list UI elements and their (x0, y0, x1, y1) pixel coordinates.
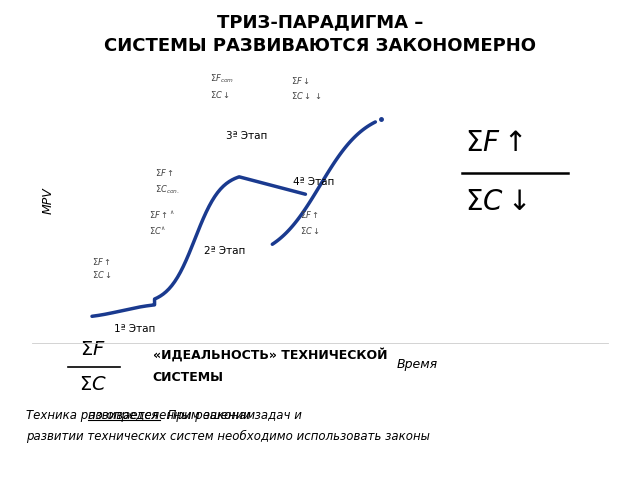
Text: СИСТЕМЫ РАЗВИВАЮТСЯ ЗАКОНОМЕРНО: СИСТЕМЫ РАЗВИВАЮТСЯ ЗАКОНОМЕРНО (104, 37, 536, 56)
Text: $\Sigma F\downarrow$: $\Sigma F\downarrow$ (291, 75, 310, 86)
Text: $\Sigma F\uparrow$: $\Sigma F\uparrow$ (300, 209, 319, 220)
Text: развитии технических систем необходимо использовать законы: развитии технических систем необходимо и… (26, 430, 429, 443)
Text: $\Sigma C\downarrow\downarrow$: $\Sigma C\downarrow\downarrow$ (291, 90, 321, 101)
Text: СИСТЕМЫ: СИСТЕМЫ (153, 371, 224, 384)
Text: Техника развивается: Техника развивается (26, 409, 161, 422)
Text: $\Sigma C\downarrow$: $\Sigma C\downarrow$ (92, 269, 112, 280)
Text: «ИДЕАЛЬНОСТЬ» ТЕХНИЧЕСКОЙ: «ИДЕАЛЬНОСТЬ» ТЕХНИЧЕСКОЙ (153, 348, 387, 362)
Text: 2ª Этап: 2ª Этап (204, 246, 246, 255)
Text: . При решении задач и: . При решении задач и (160, 409, 302, 422)
Text: ТРИЗ-ПАРАДИГМА –: ТРИЗ-ПАРАДИГМА – (217, 13, 423, 32)
Text: $\Sigma F\uparrow$: $\Sigma F\uparrow$ (92, 256, 111, 266)
Text: Время: Время (397, 358, 438, 371)
Text: $\Sigma C\downarrow$: $\Sigma C\downarrow$ (300, 225, 320, 236)
Text: $\Sigma C_{con.}$: $\Sigma C_{con.}$ (155, 183, 179, 196)
Text: MPV: MPV (42, 187, 54, 214)
Text: $\Sigma F_{com}$: $\Sigma F_{com}$ (210, 72, 234, 85)
Text: $\Sigma C\downarrow$: $\Sigma C\downarrow$ (465, 188, 527, 216)
Text: 3ª Этап: 3ª Этап (227, 131, 268, 141)
Text: $\Sigma F\uparrow$: $\Sigma F\uparrow$ (155, 168, 173, 178)
Text: $\Sigma F$: $\Sigma F$ (80, 340, 106, 360)
Text: $\Sigma C\downarrow$: $\Sigma C\downarrow$ (210, 89, 230, 100)
Text: $\Sigma C^{\wedge}$: $\Sigma C^{\wedge}$ (149, 225, 166, 236)
Text: 4ª Этап: 4ª Этап (292, 177, 334, 187)
Text: $\Sigma F\uparrow^{\wedge}$: $\Sigma F\uparrow^{\wedge}$ (149, 209, 175, 220)
Text: 1ª Этап: 1ª Этап (114, 324, 156, 334)
Text: $\Sigma F\uparrow$: $\Sigma F\uparrow$ (465, 129, 524, 157)
Text: по определенным законам: по определенным законам (88, 409, 255, 422)
Text: $\Sigma C$: $\Sigma C$ (79, 375, 107, 394)
